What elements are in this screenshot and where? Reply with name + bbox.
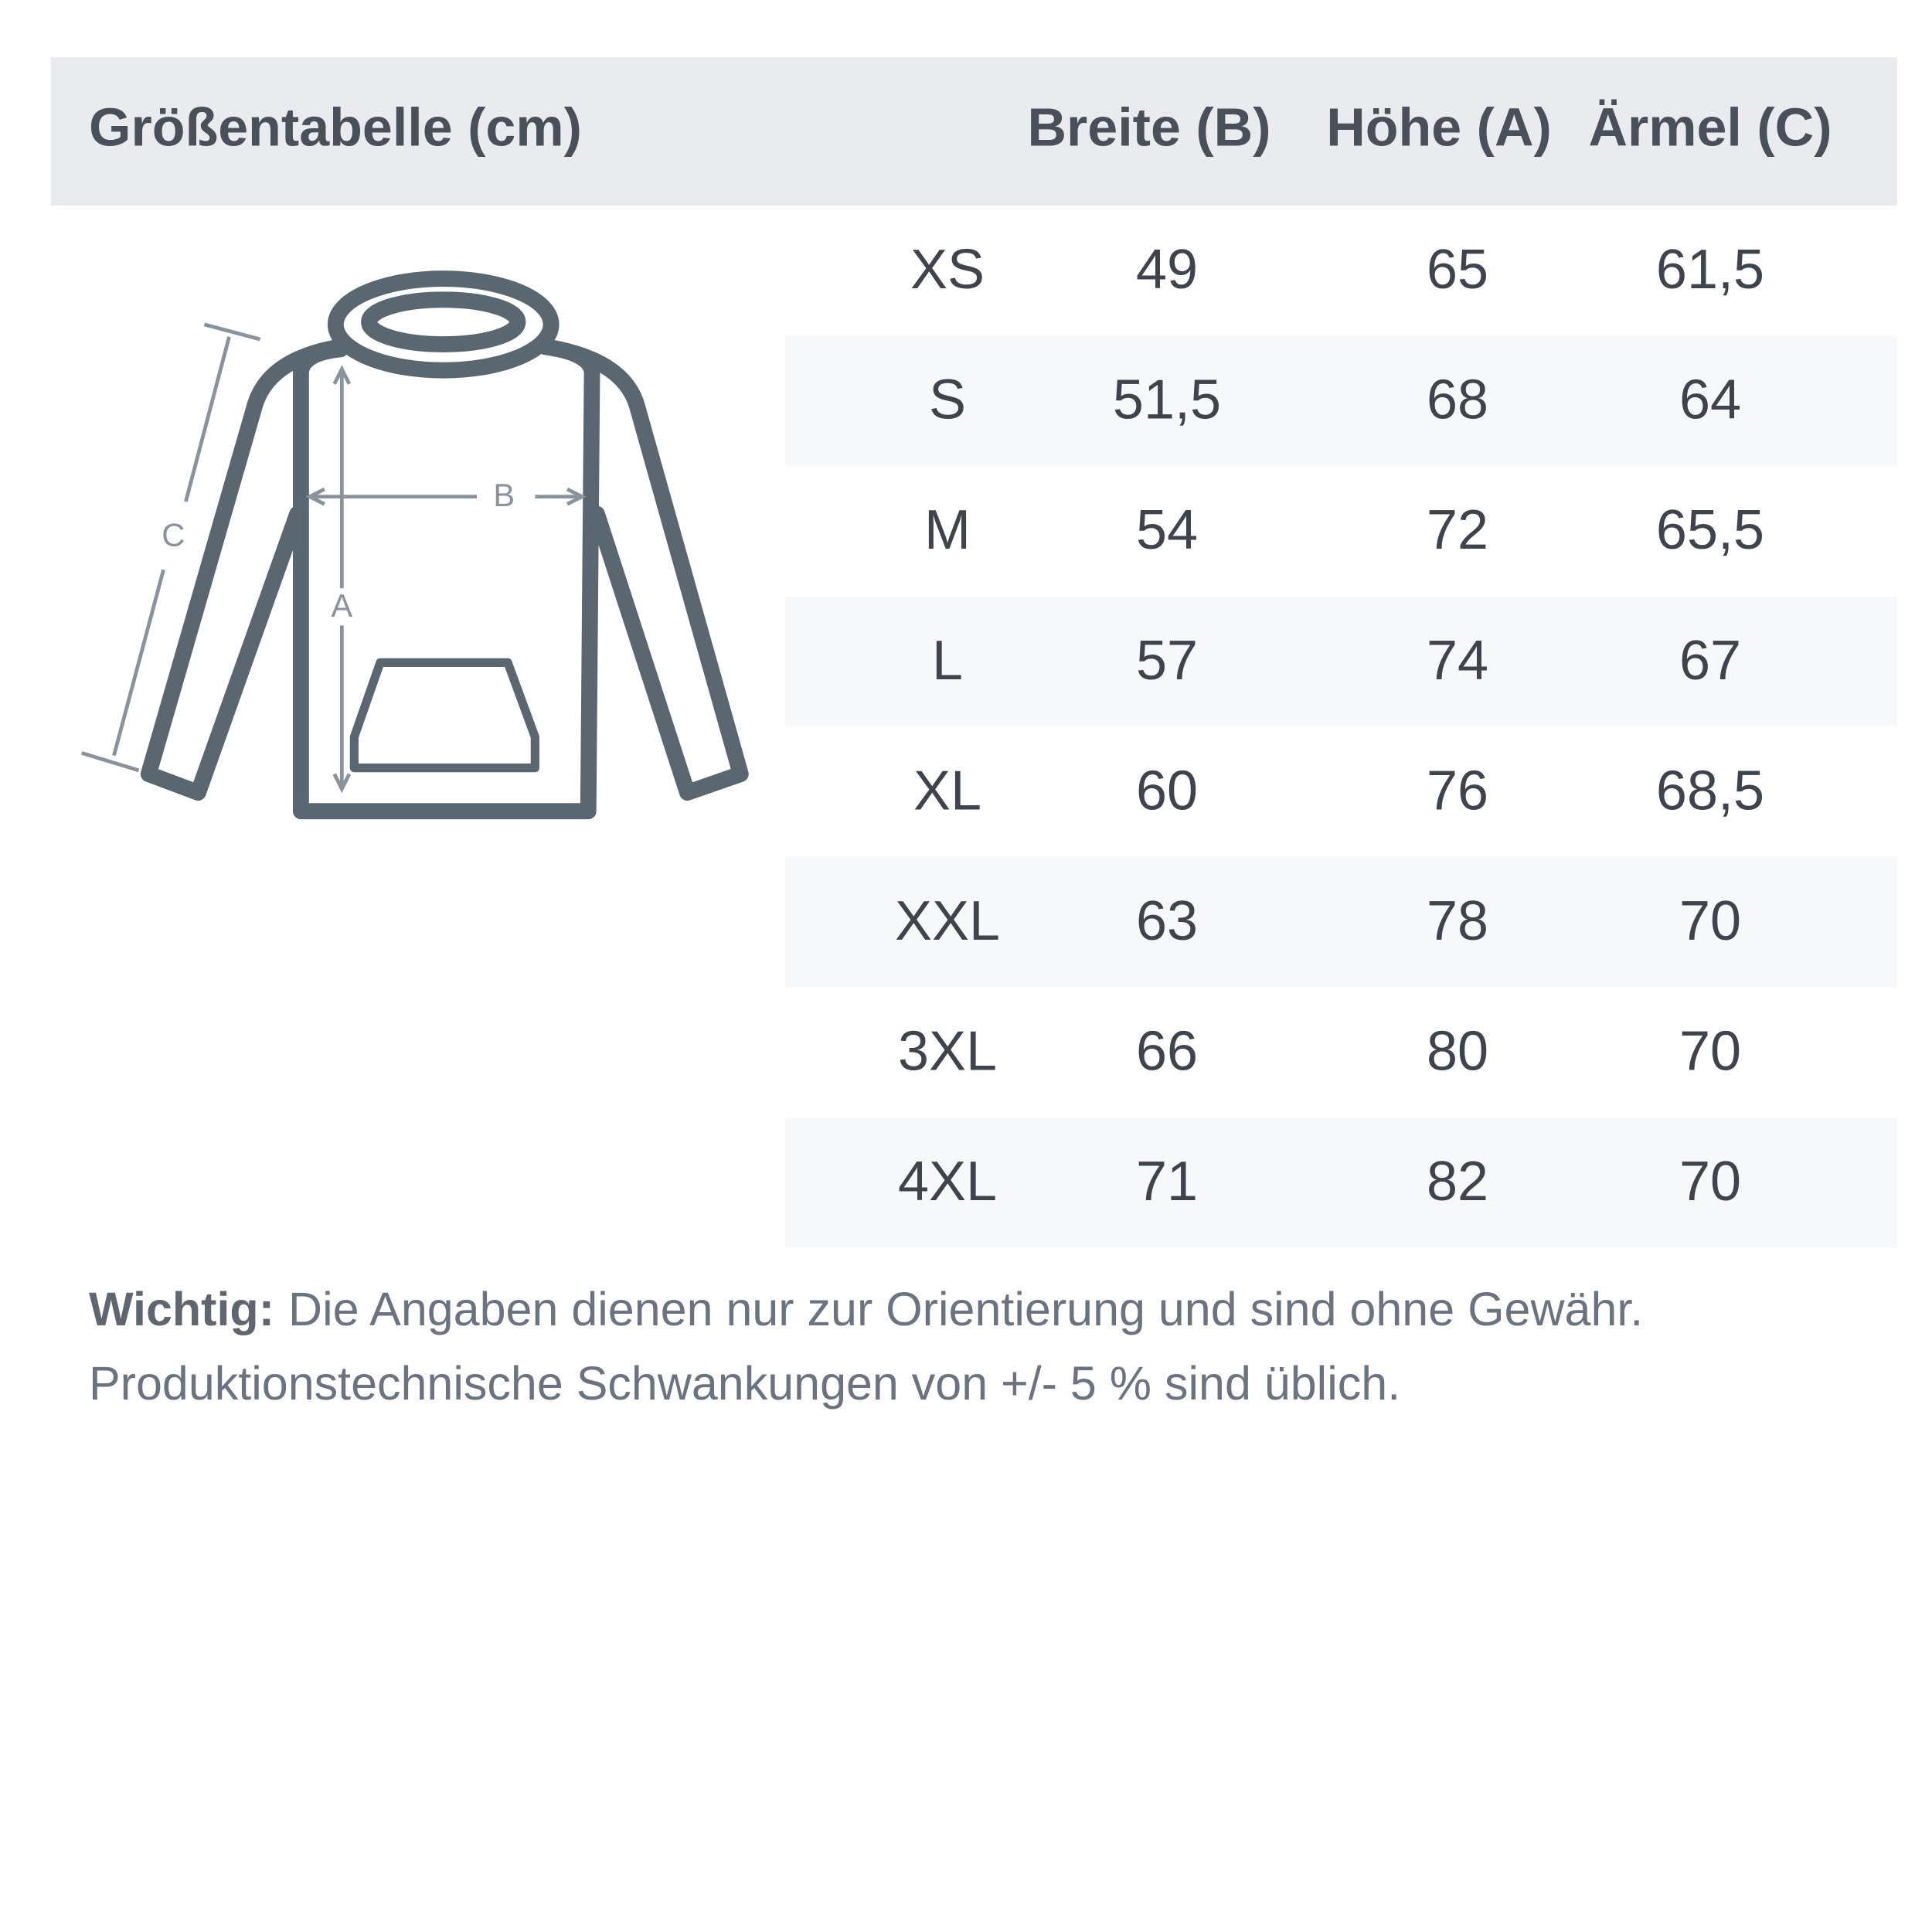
table-cell: 51,5 [1113, 369, 1221, 431]
table-cell: 71 [1136, 1151, 1198, 1213]
table-cell: 57 [1136, 630, 1198, 692]
right-sleeve [536, 338, 749, 801]
diagram-label: B [493, 477, 515, 513]
size-label: XS [910, 239, 985, 301]
table-cell: 49 [1136, 239, 1198, 301]
arrow-c [112, 569, 165, 757]
table-cell: 82 [1427, 1151, 1488, 1213]
row-stripe [785, 857, 1897, 988]
table-cell: 72 [1427, 499, 1488, 561]
arrowhead [332, 365, 352, 794]
note-label: Wichtig: [89, 1283, 274, 1335]
table-cell: 65 [1427, 239, 1488, 301]
size-label: 4XL [898, 1151, 997, 1213]
hood-inner [361, 291, 526, 352]
table-cell: 80 [1427, 1021, 1488, 1083]
row-stripe [785, 1117, 1897, 1248]
diagram-label: A [331, 587, 352, 624]
table-cell: 65,5 [1656, 499, 1764, 561]
body [293, 338, 600, 820]
table-cell: 78 [1427, 890, 1488, 952]
left-sleeve [140, 338, 349, 801]
size-label: M [924, 499, 971, 561]
table-cell: 60 [1136, 760, 1198, 821]
pocket [349, 658, 539, 773]
table-cell: 70 [1679, 1151, 1741, 1213]
diagram-label: C [162, 517, 185, 553]
table-cell: 66 [1136, 1021, 1198, 1083]
tick [81, 751, 140, 773]
row-stripe [785, 596, 1897, 727]
header-band [51, 57, 1897, 206]
table-cell: 61,5 [1656, 239, 1764, 301]
column-header: Höhe (A) [1326, 97, 1552, 157]
table-cell: 54 [1136, 499, 1198, 561]
size-label: S [929, 369, 966, 431]
table-cell: 64 [1679, 369, 1741, 431]
arrow-c [184, 336, 231, 502]
column-header: Ärmel (C) [1588, 97, 1832, 157]
tick [203, 322, 261, 342]
size-label: L [932, 630, 963, 692]
table-cell: 63 [1136, 890, 1198, 952]
note-line: Wichtig: Die Angaben dienen nur zur Orien… [89, 1283, 1643, 1335]
hoodie-diagram: C B A [81, 270, 749, 820]
table-cell: 70 [1679, 890, 1741, 952]
column-header: Breite (B) [1027, 97, 1270, 157]
hood [327, 270, 560, 379]
table-cell: 76 [1427, 760, 1488, 821]
table-cell: 68 [1427, 369, 1488, 431]
note-text: Die Angaben dienen nur zur Orientierung … [288, 1283, 1643, 1335]
size-label: XXL [895, 890, 1000, 952]
table-cell: 68,5 [1656, 760, 1764, 821]
note-line: Produktionstechnische Schwankungen von +… [89, 1357, 1400, 1410]
size-label: 3XL [898, 1021, 997, 1083]
header-title: Größentabelle (cm) [89, 97, 582, 157]
row-stripe [785, 335, 1897, 467]
size-label: XL [913, 760, 981, 821]
table-cell: 74 [1427, 630, 1488, 692]
arrowhead [305, 487, 587, 506]
table-cell: 67 [1679, 630, 1741, 692]
table-cell: 70 [1679, 1021, 1741, 1083]
